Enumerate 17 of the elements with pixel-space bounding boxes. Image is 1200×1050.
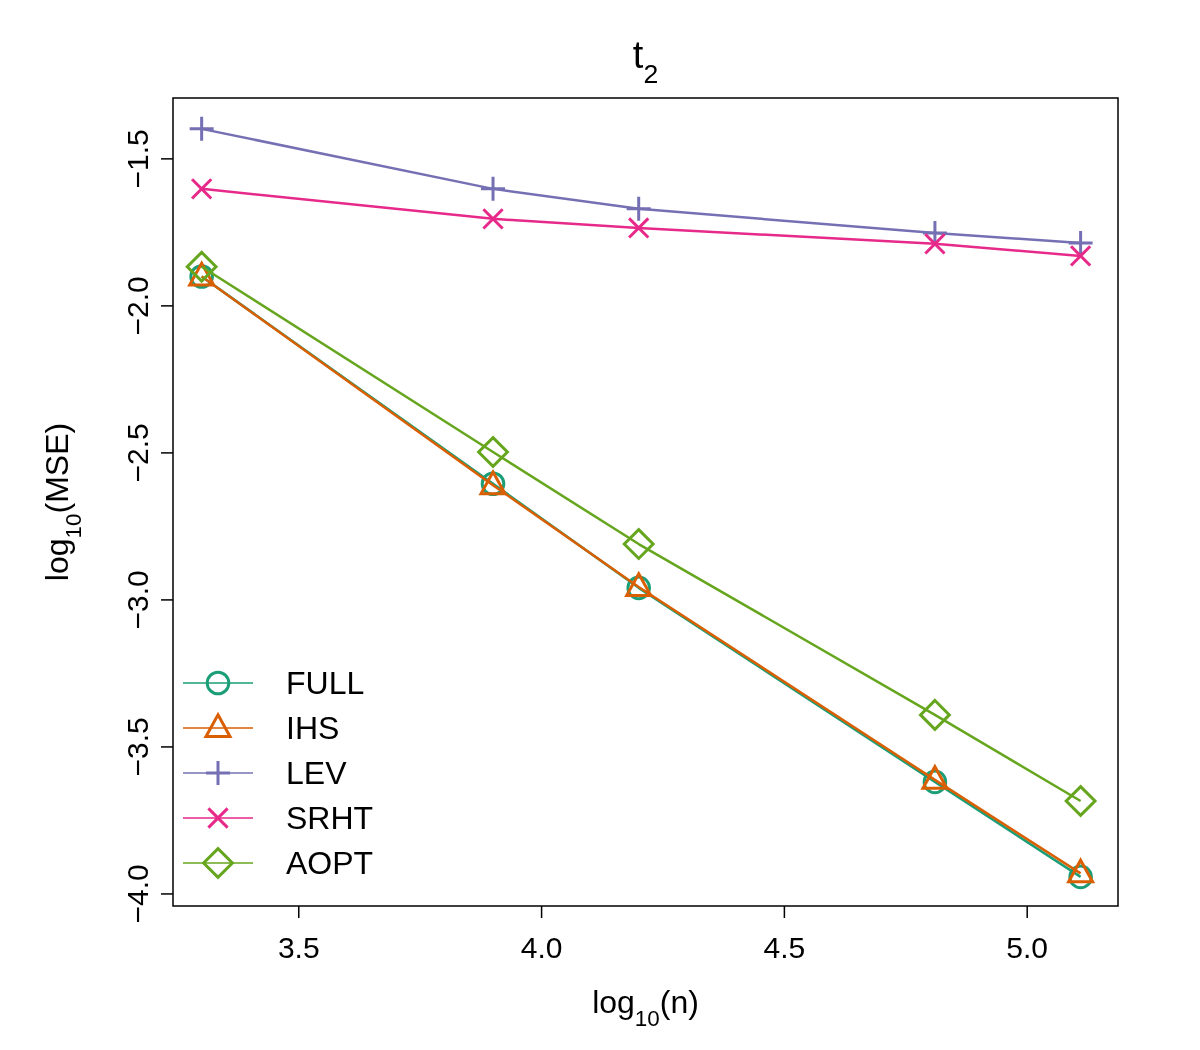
x-tick-label: 4.0: [520, 931, 563, 964]
x-tick-label: 5.0: [1006, 931, 1049, 964]
x-tick-label: 3.5: [277, 931, 320, 964]
y-tick-label: −2.5: [121, 423, 154, 483]
x-tick-label: 4.5: [763, 931, 806, 964]
legend-label: SRHT: [286, 800, 374, 836]
x-axis-title: log$_{10}$(n): [592, 984, 699, 1031]
legend-label: LEV: [286, 755, 348, 791]
legend-label: AOPT: [286, 845, 374, 881]
chart-title: t$_{2}$: [632, 34, 659, 89]
legend-label: FULL: [286, 665, 365, 701]
legend-label: IHS: [286, 710, 340, 746]
y-tick-label: −4.0: [121, 864, 154, 924]
y-tick-label: −1.5: [121, 129, 154, 189]
y-tick-label: −2.0: [121, 276, 154, 336]
y-tick-label: −3.0: [121, 570, 154, 630]
y-tick-label: −3.5: [121, 717, 154, 777]
